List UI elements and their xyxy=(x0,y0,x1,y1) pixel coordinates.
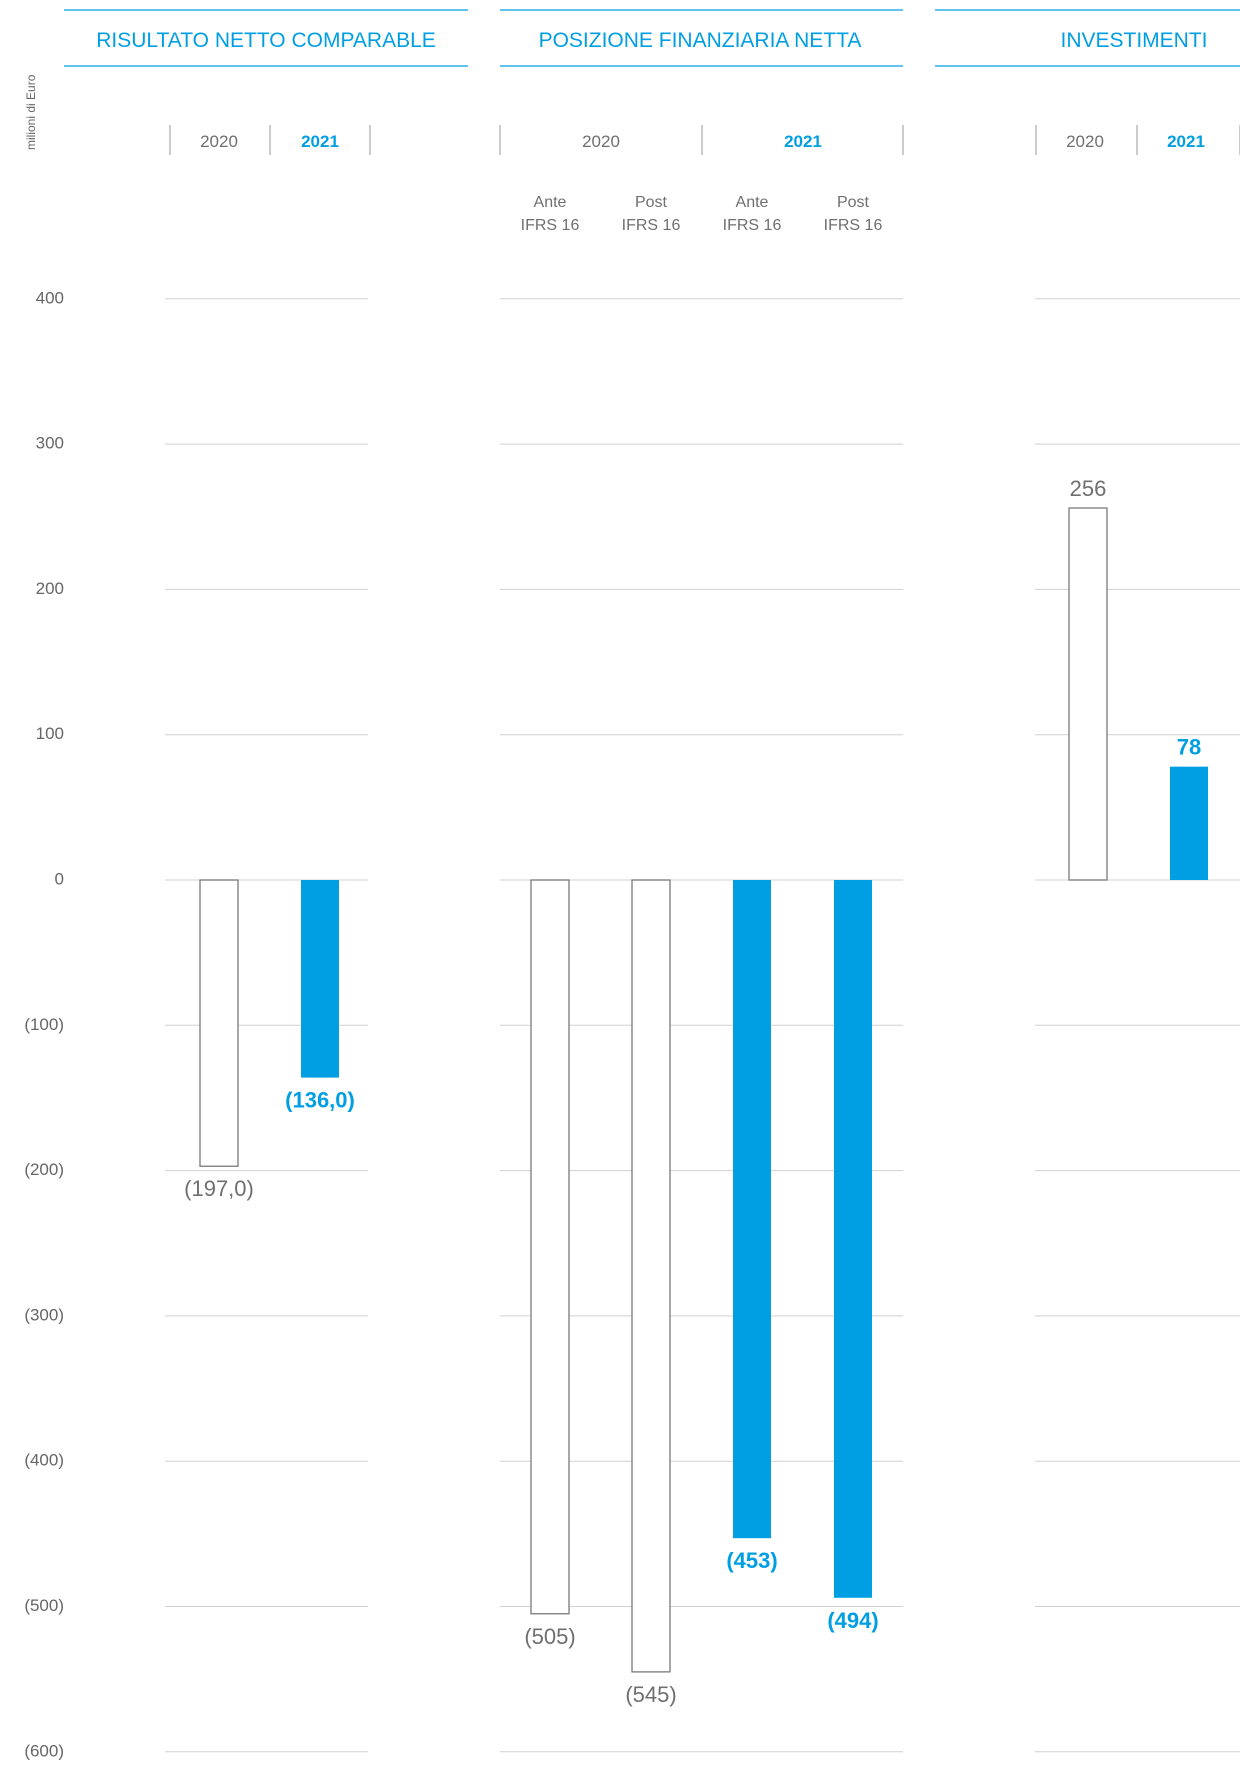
bar xyxy=(631,879,671,1673)
bar xyxy=(301,880,339,1078)
category-label: Post xyxy=(635,194,668,211)
chart-title: RISULTATO NETTO COMPARABLE xyxy=(96,29,436,52)
bar xyxy=(530,879,570,1615)
data-label: 78 xyxy=(1177,735,1201,760)
bar xyxy=(834,880,872,1598)
category-label: Post xyxy=(837,194,870,211)
y-tick-label: 100 xyxy=(36,724,64,743)
data-label: (505) xyxy=(524,1624,575,1649)
group-label: 2021 xyxy=(784,132,822,151)
y-tick-label: (400) xyxy=(24,1451,64,1470)
y-tick-label: (600) xyxy=(24,1741,64,1760)
group-label: 2021 xyxy=(301,132,339,151)
data-label: 256 xyxy=(1070,476,1107,501)
category-label: IFRS 16 xyxy=(521,217,580,234)
y-tick-label: (300) xyxy=(24,1305,64,1324)
data-label: (136,0) xyxy=(285,1088,355,1113)
bar xyxy=(199,879,239,1167)
y-tick-label: 400 xyxy=(36,288,64,307)
chart-title: INVESTIMENTI xyxy=(1060,29,1207,52)
y-tick-label: 0 xyxy=(55,869,64,888)
y-tick-label: 200 xyxy=(36,579,64,598)
bar xyxy=(733,880,771,1539)
data-label: (453) xyxy=(726,1548,777,1573)
data-label: (494) xyxy=(827,1608,878,1633)
group-label: 2021 xyxy=(1167,132,1205,151)
bar xyxy=(1068,507,1108,881)
category-label: Ante xyxy=(736,194,769,211)
category-label: IFRS 16 xyxy=(622,217,681,234)
data-label: (197,0) xyxy=(184,1176,254,1201)
group-label: 2020 xyxy=(200,132,238,151)
data-label: (545) xyxy=(625,1682,676,1707)
y-tick-label: 300 xyxy=(36,434,64,453)
group-label: 2020 xyxy=(582,132,620,151)
category-label: IFRS 16 xyxy=(723,217,782,234)
bar xyxy=(1170,766,1208,880)
y-tick-label: (500) xyxy=(24,1596,64,1615)
group-label: 2020 xyxy=(1066,132,1104,151)
category-label: Ante xyxy=(534,194,567,211)
y-tick-label: (200) xyxy=(24,1160,64,1179)
chart-title: POSIZIONE FINANZIARIA NETTA xyxy=(539,29,862,52)
y-tick-label: (100) xyxy=(24,1015,64,1034)
category-label: IFRS 16 xyxy=(824,217,883,234)
